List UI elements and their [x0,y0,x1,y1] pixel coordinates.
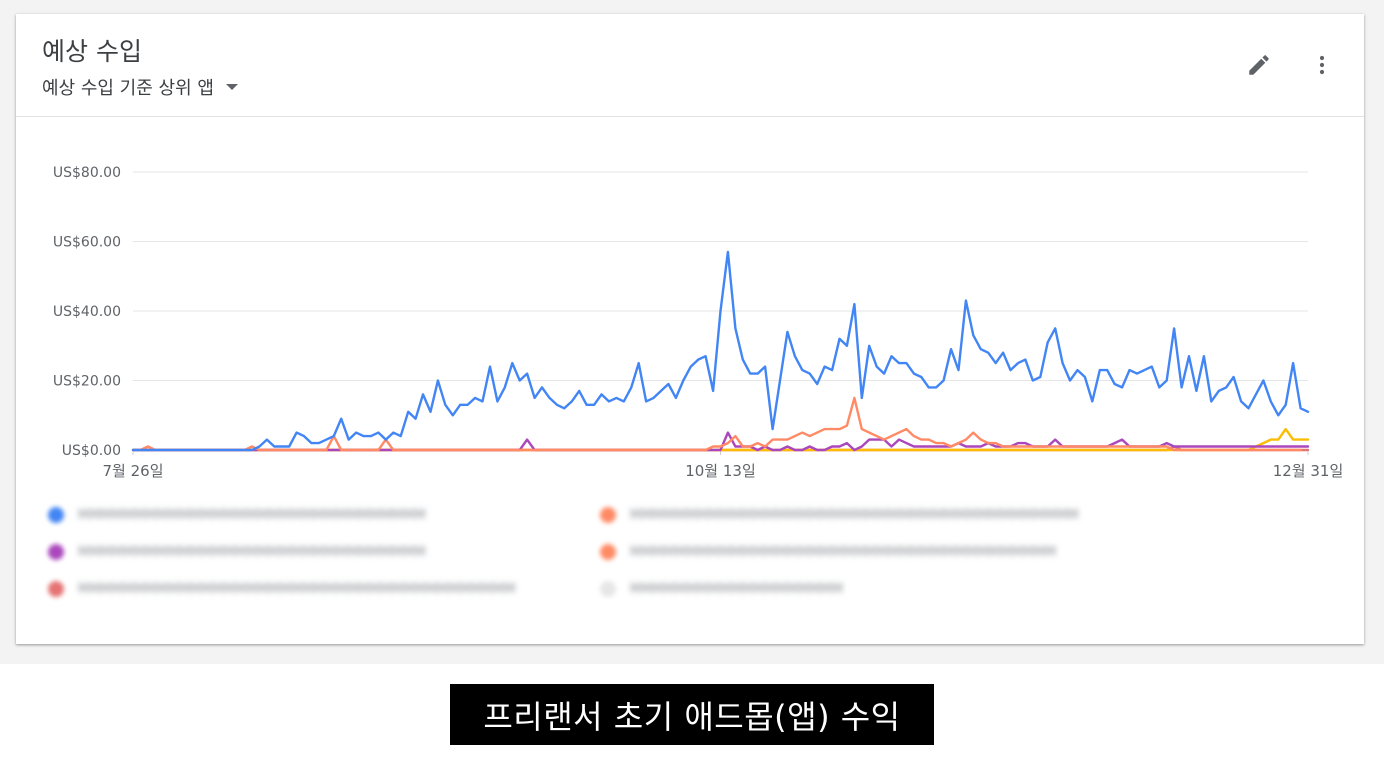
metric-dropdown[interactable]: 예상 수입 기준 상위 앱 [42,74,238,100]
more-options-button[interactable] [1302,45,1342,85]
edit-button[interactable] [1239,45,1279,85]
estimated-earnings-card: 예상 수입 예상 수입 기준 상위 앱 US$0.00 US$20.00 US$40… [16,14,1364,644]
legend-swatch [600,544,616,560]
card-title: 예상 수입 [42,37,142,66]
image-caption: 프리랜서 초기 애드몹(앱) 수익 [450,684,934,745]
legend-swatch [48,544,64,560]
legend-swatch [600,581,616,597]
y-tick-label: US$40.00 [53,304,121,320]
metric-dropdown-label: 예상 수입 기준 상위 앱 [42,78,214,99]
legend-label-redacted: MMMMMMMMMMMMMMMMMMMMMMMMMMMMMMM [78,507,426,523]
legend-item[interactable]: MMMMMMMMMMMMMMMMMMM [600,575,843,603]
y-tick-label: US$20.00 [53,374,121,390]
x-tick-label: 10월 13일 [685,462,756,480]
pencil-icon [1249,55,1269,75]
legend-item[interactable]: MMMMMMMMMMMMMMMMMMMMMMMMMMMMMMMMMMMMMMM [48,575,515,603]
legend-label-redacted: MMMMMMMMMMMMMMMMMMMMMMMMMMMMMMMMMMMMMMM [78,581,516,597]
legend-swatch [48,507,64,523]
more-vert-icon [1319,55,1325,75]
y-tick-label: US$0.00 [62,443,121,459]
legend-swatch [600,507,616,523]
series-line-blue [131,250,1310,452]
earnings-line-chart: US$0.00 US$20.00 US$40.00 US$60.00 US$80.00 7… [53,165,1344,480]
legend-label-redacted: MMMMMMMMMMMMMMMMMMMMMMMMMMMMMMMMMMMMMM [630,544,1057,560]
legend-label-redacted: MMMMMMMMMMMMMMMMMMMMMMMMMMMMMMM [78,544,426,560]
x-tick-label: 12월 31일 [1273,462,1344,480]
series-line-purple [131,431,1310,452]
legend-label-redacted: MMMMMMMMMMMMMMMMMMM [630,581,844,597]
legend-label-redacted: MMMMMMMMMMMMMMMMMMMMMMMMMMMMMMMMMMMMMMMM [630,507,1079,523]
caret-down-icon [225,84,238,90]
legend-item[interactable]: MMMMMMMMMMMMMMMMMMMMMMMMMMMMMMM [48,538,426,566]
legend-item[interactable]: MMMMMMMMMMMMMMMMMMMMMMMMMMMMMMM [48,501,426,529]
series-line-orange [131,396,1302,452]
y-tick-label: US$80.00 [53,165,121,181]
x-tick-label: 7월 26일 [103,462,164,480]
legend-swatch [48,581,64,597]
legend-item[interactable]: MMMMMMMMMMMMMMMMMMMMMMMMMMMMMMMMMMMMMM [600,538,1056,566]
y-tick-label: US$60.00 [53,235,121,251]
legend-item[interactable]: MMMMMMMMMMMMMMMMMMMMMMMMMMMMMMMMMMMMMMMM [600,501,1079,529]
card-header: 예상 수입 예상 수입 기준 상위 앱 [16,14,1364,117]
